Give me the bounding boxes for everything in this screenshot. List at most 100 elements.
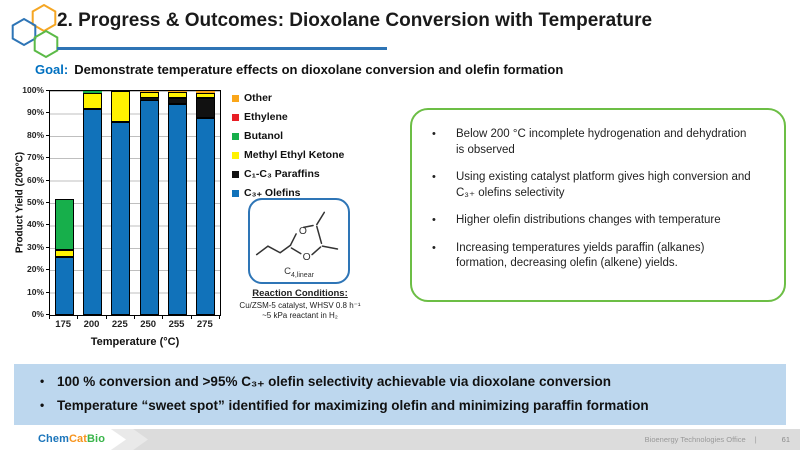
reaction-conditions-title: Reaction Conditions: — [252, 288, 348, 299]
y-tick-mark — [46, 112, 50, 114]
x-tick-mark — [219, 315, 220, 319]
y-tick-mark — [46, 246, 50, 248]
molecule-label: C4,linear — [284, 266, 314, 279]
chart-plot-area — [49, 90, 221, 316]
bar-segment — [168, 97, 187, 105]
legend-item: C₁-C₃ Paraffins — [232, 168, 344, 180]
hexagon-cluster-logo — [11, 3, 59, 59]
hexagon-blue-icon — [11, 17, 37, 47]
bar-segment — [168, 104, 187, 315]
y-tick-mark — [46, 314, 50, 315]
bar-segment — [111, 122, 131, 315]
bullet-text: Higher olefin distributions changes with… — [456, 214, 721, 227]
goal-text: Demonstrate temperature effects on dioxo… — [74, 62, 564, 77]
insight-bullet: • Higher olefin distributions changes wit… — [432, 213, 766, 229]
bar-segment — [54, 256, 74, 315]
bullet-dot: • — [432, 128, 436, 140]
bar-segment — [83, 93, 102, 109]
bar-segment — [54, 198, 74, 251]
legend-label: Methyl Ethyl Ketone — [244, 149, 345, 161]
x-tick-label: 225 — [111, 319, 128, 330]
legend-item: Ethylene — [232, 111, 344, 123]
bar-segment — [139, 91, 159, 93]
stacked-bar-chart: Product Yield (200°C) 0% 10% 20% 30% 40% 50% 6… — [13, 84, 228, 356]
bullet-dot: • — [40, 397, 45, 412]
legend-swatch — [232, 189, 239, 197]
x-tick-mark — [190, 315, 192, 319]
bar-segment — [196, 117, 216, 315]
goal-label: Goal: — [35, 62, 69, 77]
bar-segment — [139, 97, 159, 100]
bullet-text: 100 % conversion and >95% C₃₊ olefin sel… — [57, 374, 611, 389]
goal-line: Goal: Demonstrate temperature effects on … — [35, 62, 563, 77]
x-tick-mark — [105, 315, 107, 319]
bar-segment — [196, 91, 216, 94]
footer: ChemCatBio Bioenergy Technologies Office… — [0, 429, 800, 450]
legend-item: Methyl Ethyl Ketone — [232, 149, 344, 161]
y-tick-mark — [46, 202, 50, 203]
hexagon-green-icon — [33, 29, 59, 59]
takeaways-box: • 100 % conversion and >95% C₃₊ olefin se… — [14, 364, 786, 425]
x-tick-label: 275 — [196, 319, 213, 330]
y-tick-label: 80% — [26, 129, 44, 140]
legend-swatch — [232, 113, 239, 121]
dioxolane-structure-icon: O O — [255, 211, 339, 263]
y-tick-label: 70% — [26, 152, 44, 163]
svg-text:O: O — [303, 252, 311, 263]
y-tick-label: 20% — [26, 264, 44, 275]
legend-label: C₁-C₃ Paraffins — [244, 168, 320, 180]
x-tick-label: 255 — [168, 319, 185, 330]
legend-item: C₃₊ Olefins — [232, 187, 344, 199]
bullet-dot: • — [432, 171, 436, 184]
bar-segment — [54, 250, 74, 257]
insight-bullet: • Increasing temperatures yields paraffin… — [432, 241, 766, 272]
y-tick-mark — [46, 269, 50, 271]
takeaway-bullet: • 100 % conversion and >95% C₃₊ olefin se… — [40, 373, 786, 392]
bullet-text: Below 200 °C incomplete hydrogenation an… — [456, 128, 747, 156]
x-tick-mark — [49, 315, 50, 319]
footer-right: Bioenergy Technologies Office | 61 — [645, 429, 790, 450]
bar-segment — [139, 99, 159, 315]
x-tick-label: 200 — [83, 319, 100, 330]
y-tick-label: 90% — [26, 107, 44, 118]
bar-segment — [83, 108, 102, 315]
legend-swatch — [232, 94, 239, 102]
footer-chevron-banner — [0, 429, 126, 450]
y-tick-label: 40% — [26, 219, 44, 230]
bar-segment — [168, 92, 187, 98]
page-title: 2. Progress & Outcomes: Dioxolane Conver… — [57, 10, 653, 31]
x-tick-mark — [162, 315, 164, 319]
legend-label: C₃₊ Olefins — [244, 187, 301, 199]
y-tick-mark — [46, 157, 50, 159]
bullet-text: Increasing temperatures yields paraffin … — [456, 241, 705, 270]
legend-label: Ethylene — [244, 111, 288, 123]
y-tick-label: 30% — [26, 241, 44, 252]
y-tick-label: 10% — [26, 286, 44, 297]
dioxolane-structure-box: O O C4,linear — [248, 198, 350, 284]
insight-bullet: • Below 200 °C incomplete hydrogenation a… — [432, 127, 766, 158]
logo-segment: Bio — [87, 433, 106, 445]
page-number: 61 — [781, 435, 790, 444]
x-tick-mark — [134, 315, 135, 319]
y-tick-label: 60% — [26, 174, 44, 185]
y-tick-mark — [46, 134, 50, 136]
reaction-conditions-line1: Cu/ZSM-5 catalyst, WHSV 0.8 h⁻¹ — [239, 301, 361, 310]
bar-segment — [196, 93, 216, 98]
y-tick-label: 0% — [31, 309, 44, 319]
x-tick-label: 250 — [140, 319, 157, 330]
bullet-text: Using existing catalyst platform gives h… — [456, 171, 751, 199]
y-tick-label: 50% — [26, 197, 44, 207]
legend-swatch — [232, 170, 239, 178]
bullet-text: Temperature “sweet spot” identified for … — [57, 397, 649, 413]
legend-swatch — [232, 132, 239, 140]
y-tick-mark — [46, 90, 50, 91]
bar-segment — [168, 91, 187, 93]
bullet-dot: • — [40, 374, 45, 388]
title-underline — [57, 47, 387, 50]
bullet-dot: • — [432, 241, 436, 254]
bullet-dot: • — [432, 214, 436, 227]
svg-text:O: O — [299, 226, 307, 237]
y-tick-mark — [46, 224, 50, 226]
legend-label: Butanol — [244, 130, 284, 142]
legend-item: Butanol — [232, 130, 344, 142]
